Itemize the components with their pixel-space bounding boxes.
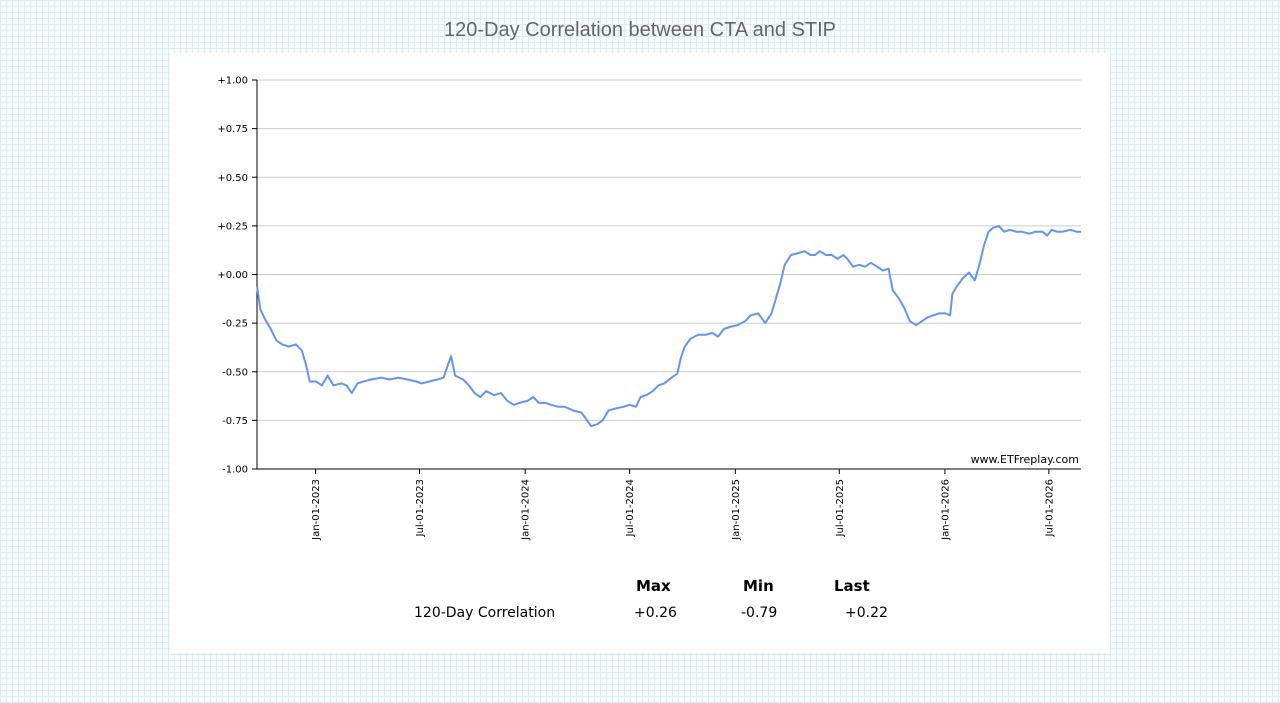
x-tick-label: Jul-01-2026 [1044, 479, 1055, 537]
stats-min-value: -0.79 [741, 605, 778, 621]
y-tick-label: -0.25 [222, 319, 248, 330]
stats-header-last: Last [834, 577, 870, 595]
y-tick-label: +0.25 [217, 221, 248, 232]
y-tick-label: -0.75 [222, 416, 248, 427]
stats-row-label: 120-Day Correlation [414, 605, 556, 621]
x-axis-ticks: Jan-01-2023 Jul-01-2023 Jan-01-2024 Jul-01-… [311, 469, 1055, 541]
y-tick-label: +0.50 [217, 173, 248, 184]
series-line [256, 224, 1081, 428]
stats-max-value: +0.26 [634, 605, 677, 621]
x-tick-label: Jan-01-2023 [311, 479, 322, 541]
stats-header-max: Max [636, 577, 671, 595]
y-tick-label: -1.00 [222, 465, 248, 476]
x-tick-label: Jul-01-2024 [625, 479, 636, 537]
y-tick-label: +1.00 [217, 76, 248, 87]
x-tick-label: Jul-01-2025 [835, 479, 846, 537]
correlation-chart: +1.00 +0.75 +0.50 +0.25 +0.00 -0.25 -0.50 -0.75… [217, 76, 1081, 541]
watermark-text: www.ETFreplay.com [971, 453, 1079, 466]
stats-header-min: Min [743, 577, 774, 595]
y-tick-label: +0.00 [217, 270, 248, 281]
x-tick-label: Jan-01-2025 [731, 479, 742, 541]
grid-lines [257, 79, 1081, 421]
series-layer [256, 224, 1081, 428]
y-axis-ticks: +1.00 +0.75 +0.50 +0.25 +0.00 -0.25 -0.50 -0.75… [217, 76, 257, 476]
chart-panel: +1.00 +0.75 +0.50 +0.25 +0.00 -0.25 -0.50 -0.75… [170, 53, 1110, 653]
x-tick-label: Jan-01-2024 [521, 479, 532, 541]
chart-title: 120-Day Correlation between CTA and STIP [443, 19, 837, 41]
x-tick-label: Jul-01-2023 [415, 479, 426, 537]
y-tick-label: +0.75 [217, 124, 248, 135]
stats-last-value: +0.22 [845, 605, 888, 621]
y-tick-label: -0.50 [222, 367, 248, 378]
x-tick-label: Jan-01-2026 [940, 479, 951, 541]
